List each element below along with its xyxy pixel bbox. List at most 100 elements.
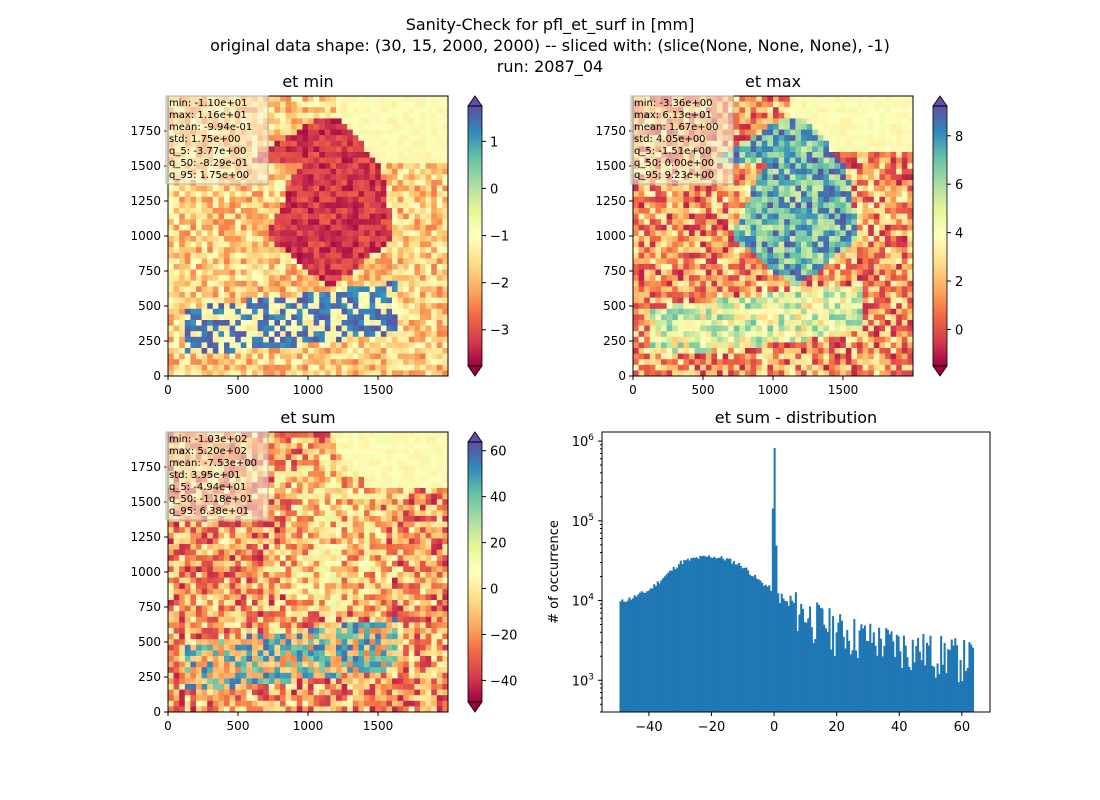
heatmap-cell (369, 140, 376, 147)
heatmap-cell (795, 146, 802, 153)
heatmap-cell (179, 269, 186, 276)
heatmap-cell (375, 320, 382, 326)
heatmap-cell (683, 353, 690, 360)
heatmap-cell (218, 252, 225, 259)
heatmap-cell (324, 336, 331, 343)
heatmap-cell (761, 101, 768, 108)
heatmap-cell (661, 292, 667, 298)
heatmap-cell (683, 230, 690, 237)
heatmap-cell (397, 96, 404, 102)
heatmap-cell (806, 342, 813, 349)
stats-line: std: 1.75e+00 (169, 134, 241, 145)
heatmap-cell (739, 163, 746, 170)
heatmap-cell (285, 107, 292, 114)
heatmap-cell (442, 348, 449, 354)
heatmap-cell (196, 308, 202, 315)
heatmap-cell (711, 208, 718, 214)
heatmap-cell (885, 320, 891, 326)
heatmap-cell (420, 331, 426, 338)
heatmap-cell (324, 163, 331, 170)
heatmap-cell (829, 202, 835, 209)
heatmap-cell (330, 230, 337, 237)
heatmap-cell (700, 196, 707, 203)
heatmap-cell (700, 269, 707, 276)
heatmap-cell (291, 342, 298, 349)
heatmap-cell (817, 247, 824, 254)
heatmap-cell (728, 286, 735, 293)
heatmap-cell (280, 325, 286, 332)
heatmap-cell (330, 146, 337, 153)
heatmap-cell (778, 308, 785, 315)
heatmap-cell (341, 174, 348, 181)
heatmap-cell (201, 185, 208, 192)
heatmap-cell (386, 191, 393, 198)
heatmap-cell (352, 314, 359, 321)
heatmap-cell (812, 202, 819, 209)
heatmap-cell (380, 331, 387, 338)
heatmap-cell (795, 202, 802, 209)
heatmap-cell (773, 320, 779, 326)
heatmap-cell (235, 269, 242, 276)
heatmap-cell (890, 353, 897, 360)
heatmap-cell (851, 342, 858, 349)
heatmap-cell (173, 286, 180, 293)
heatmap-cell (431, 140, 438, 147)
heatmap-cell (442, 286, 449, 293)
heatmap-cell (207, 320, 214, 326)
heatmap-cell (425, 353, 432, 360)
heatmap-cell (862, 140, 869, 147)
heatmap-cell (352, 336, 359, 343)
heatmap-cell (717, 241, 723, 248)
heatmap-cell (168, 202, 174, 209)
heatmap-cell (246, 353, 253, 360)
heatmap-cell (168, 241, 174, 248)
heatmap-cell (364, 107, 370, 114)
heatmap-cell (851, 275, 858, 282)
heatmap-cell (408, 258, 415, 265)
heatmap-cell (425, 124, 432, 130)
heatmap-cell (907, 308, 914, 315)
x-tick-label: 1500 (363, 383, 394, 397)
heatmap-cell (840, 96, 847, 102)
heatmap-cell (834, 230, 841, 237)
heatmap-cell (336, 336, 342, 343)
heatmap-cell (308, 325, 314, 332)
heatmap-cell (644, 247, 651, 254)
heatmap-cell (442, 314, 449, 321)
heatmap-cell (795, 230, 802, 237)
heatmap-cell (257, 303, 264, 310)
heatmap-cell (280, 101, 286, 108)
heatmap-cell (229, 336, 236, 343)
heatmap-cell (218, 331, 225, 338)
heatmap-cell (689, 353, 695, 360)
heatmap-cell (862, 331, 869, 338)
heatmap-cell (179, 353, 186, 360)
heatmap-cell (184, 320, 191, 326)
heatmap-cell (834, 292, 841, 298)
heatmap-cell (319, 280, 326, 287)
heatmap-cell (840, 202, 847, 209)
heatmap-cell (638, 208, 645, 214)
heatmap-cell (817, 208, 824, 214)
heatmap-cell (728, 230, 735, 237)
heatmap-cell (896, 202, 903, 209)
heatmap-cell (739, 118, 746, 125)
heatmap-cell (313, 107, 320, 114)
heatmap-cell (347, 297, 354, 304)
heatmap-cell (896, 196, 903, 203)
heatmap-cell (330, 258, 337, 265)
heatmap-cell (840, 359, 847, 366)
heatmap-cell (851, 230, 858, 237)
heatmap-cell (773, 174, 779, 181)
heatmap-cell (851, 320, 858, 326)
heatmap-cell (392, 241, 398, 248)
heatmap-cell (717, 348, 723, 354)
heatmap-cell (761, 252, 768, 259)
heatmap-cell (408, 107, 415, 114)
heatmap-cell (207, 370, 214, 377)
heatmap-cell (397, 191, 404, 198)
heatmap-cell (319, 168, 326, 175)
heatmap-cell (173, 320, 180, 326)
heatmap-cell (168, 252, 174, 259)
heatmap-cell (240, 348, 247, 354)
